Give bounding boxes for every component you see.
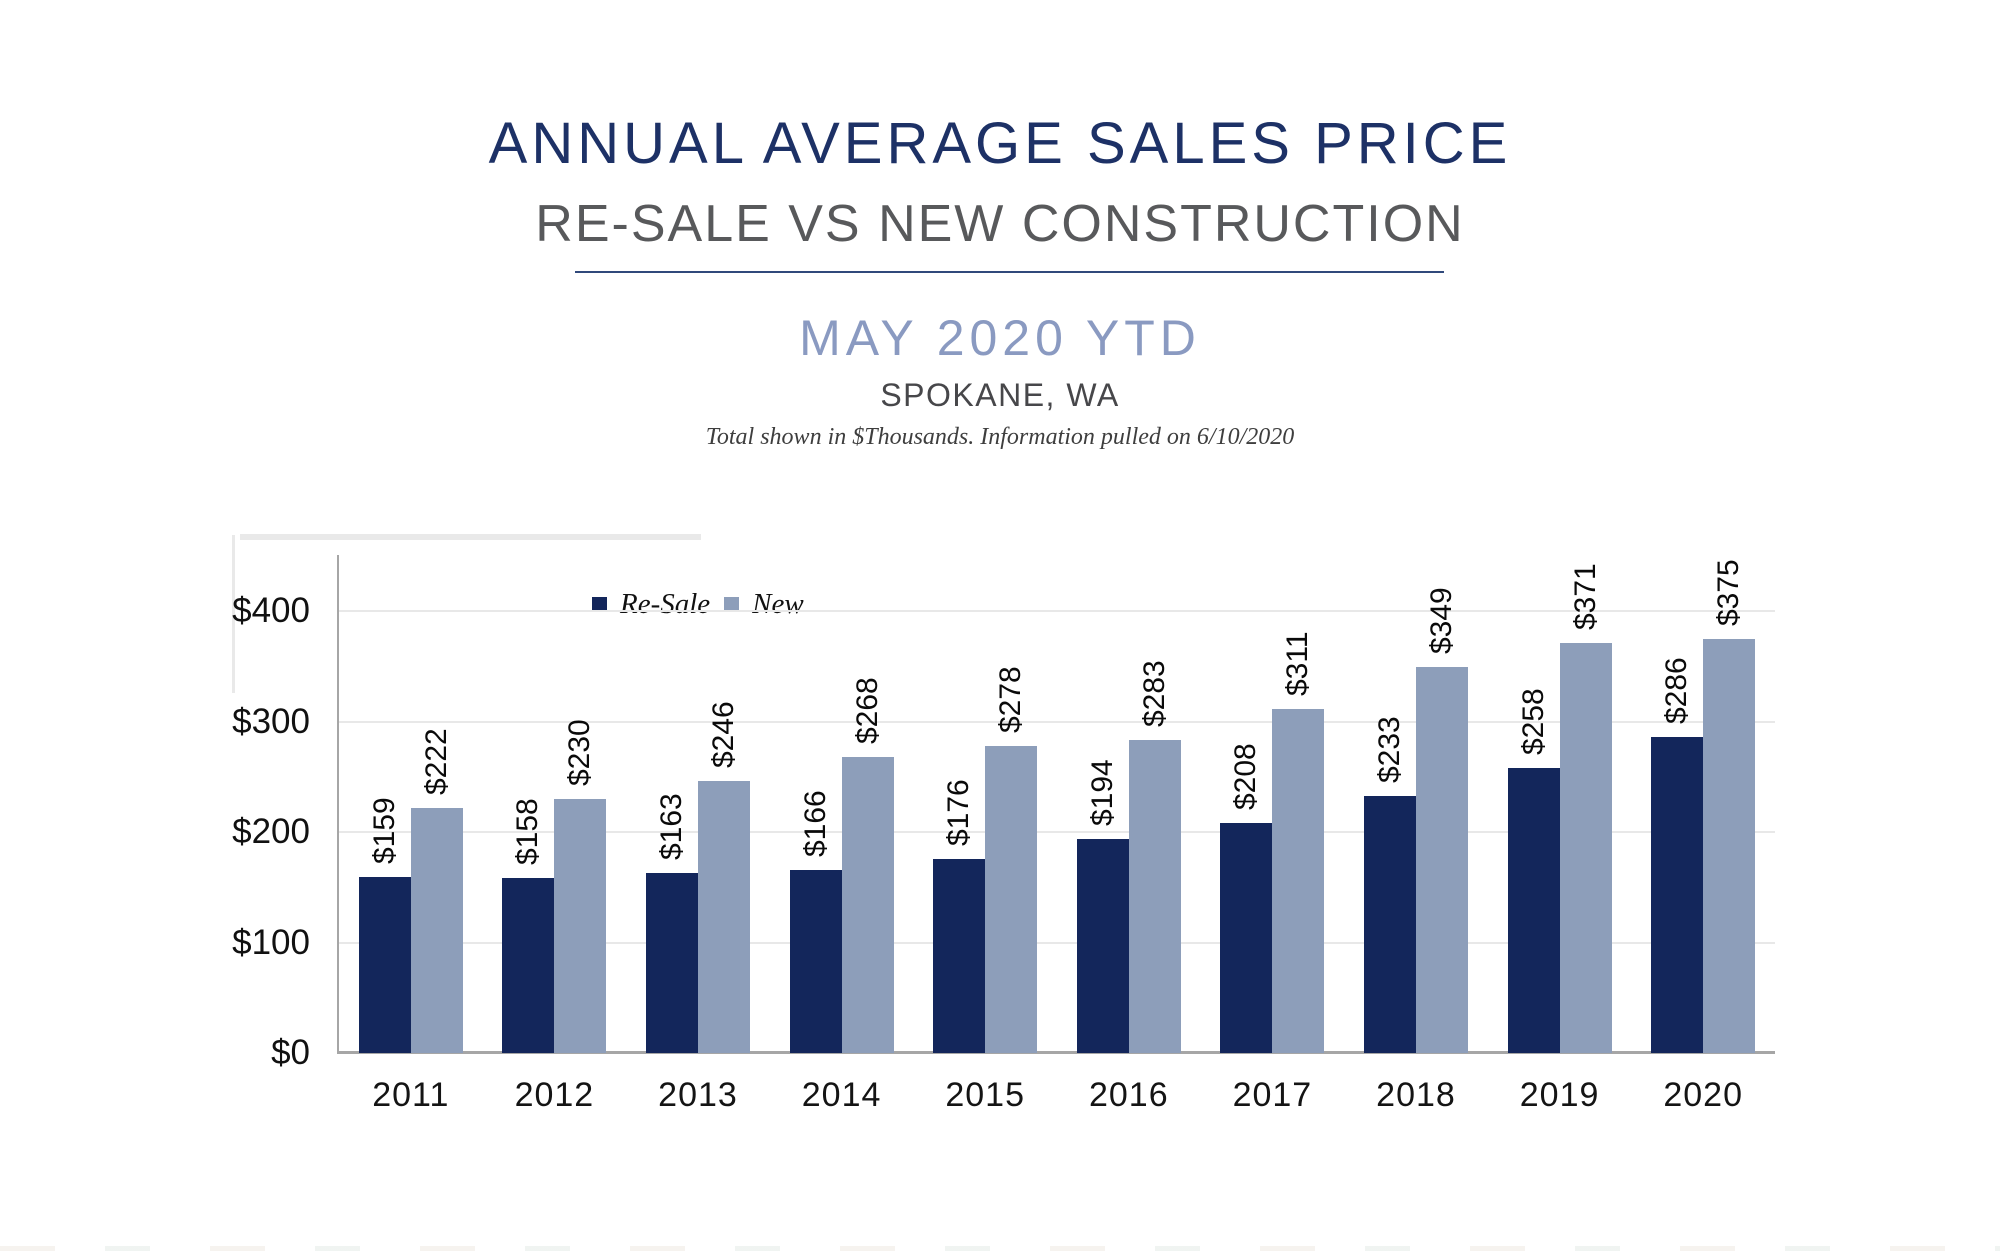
bar-new-2019 xyxy=(1559,643,1612,1053)
bar-label-resale-2011: $159 xyxy=(367,797,401,865)
x-axis-label-2012: 2012 xyxy=(514,1076,595,1114)
chart-legend: Re-Sale New xyxy=(592,588,804,621)
bar-new-2013 xyxy=(698,781,750,1053)
bar-label-new-2014: $268 xyxy=(850,677,884,744)
y-tick-label-200: $200 xyxy=(232,812,310,851)
bar-label-new-2012: $230 xyxy=(563,719,597,786)
page-subtitle: RE-SALE VS NEW CONSTRUCTION xyxy=(535,195,1465,253)
bar-new-2011 xyxy=(410,807,463,1053)
legend-item-new: New xyxy=(724,588,804,621)
bar-resale-2018 xyxy=(1364,795,1416,1053)
bar-new-2017 xyxy=(1272,709,1325,1053)
bar-label-resale-2014: $166 xyxy=(798,789,832,857)
bar-resale-2017 xyxy=(1220,823,1273,1053)
bar-label-new-2018: $349 xyxy=(1425,587,1458,655)
legend-swatch-resale xyxy=(592,597,607,612)
bar-resale-2012 xyxy=(502,878,555,1053)
bar-resale-2020 xyxy=(1651,736,1704,1053)
title-divider-line xyxy=(575,271,1444,273)
legend-item-resale: Re-Sale xyxy=(592,588,710,621)
bar-new-2012 xyxy=(554,798,607,1053)
x-axis-label-2020: 2020 xyxy=(1663,1076,1744,1114)
x-axis-label-2018: 2018 xyxy=(1376,1076,1456,1114)
gridline-300 xyxy=(339,720,1775,723)
x-axis-label-2019: 2019 xyxy=(1519,1076,1600,1114)
y-tick-label-300: $300 xyxy=(232,701,310,741)
bar-new-2014 xyxy=(841,756,894,1053)
bar-resale-2016 xyxy=(1076,838,1129,1053)
x-axis-label-2015: 2015 xyxy=(945,1076,1026,1114)
gridline-200 xyxy=(339,831,1775,833)
bar-new-2020 xyxy=(1703,638,1756,1053)
bar-label-new-2015: $278 xyxy=(994,666,1028,733)
bar-label-new-2011: $222 xyxy=(419,727,453,795)
bar-label-resale-2017: $208 xyxy=(1229,743,1263,811)
x-axis-label-2014: 2014 xyxy=(801,1076,882,1114)
gridline-100 xyxy=(339,941,1775,944)
x-axis-baseline xyxy=(337,1051,1775,1054)
background-artifact-vertical xyxy=(232,535,235,693)
legend-label-new: New xyxy=(752,588,804,620)
x-axis-label-2011: 2011 xyxy=(372,1076,450,1114)
cropped-content-strip xyxy=(0,1246,2000,1251)
bar-label-resale-2015: $176 xyxy=(942,778,976,846)
bar-resale-2015 xyxy=(933,858,986,1053)
bar-new-2015 xyxy=(985,745,1038,1053)
bar-new-2016 xyxy=(1128,740,1181,1053)
bar-label-resale-2018: $233 xyxy=(1373,715,1406,783)
gridline-400 xyxy=(339,610,1775,612)
bar-label-new-2020: $375 xyxy=(1712,558,1746,626)
bar-label-resale-2013: $163 xyxy=(655,793,688,860)
bar-label-resale-2012: $158 xyxy=(511,798,545,866)
bar-label-resale-2020: $286 xyxy=(1660,657,1694,724)
bar-label-new-2016: $283 xyxy=(1137,660,1171,728)
y-tick-label-400: $400 xyxy=(232,591,310,630)
x-axis-label-2016: 2016 xyxy=(1088,1076,1169,1114)
bar-new-2018 xyxy=(1416,667,1468,1053)
bar-resale-2019 xyxy=(1507,767,1560,1053)
y-tick-label-100: $100 xyxy=(232,922,310,962)
bar-label-new-2019: $371 xyxy=(1568,563,1602,631)
x-axis-label-2013: 2013 xyxy=(658,1076,738,1114)
y-tick-label-0: $0 xyxy=(271,1033,310,1072)
bar-resale-2011 xyxy=(358,877,411,1053)
bar-resale-2013 xyxy=(646,872,698,1053)
y-axis-line xyxy=(337,555,339,1053)
page-title: ANNUAL AVERAGE SALES PRICE xyxy=(488,111,1512,176)
bar-label-new-2017: $311 xyxy=(1281,631,1315,697)
bar-label-resale-2019: $258 xyxy=(1516,688,1550,755)
legend-swatch-new xyxy=(724,597,740,612)
x-axis-label-2017: 2017 xyxy=(1232,1076,1313,1114)
bar-label-new-2013: $246 xyxy=(707,701,740,769)
background-artifact-horizontal xyxy=(240,534,701,540)
legend-label-resale: Re-Sale xyxy=(620,588,711,620)
location-heading: SPOKANE, WA xyxy=(880,377,1120,413)
bar-resale-2014 xyxy=(789,869,842,1053)
footnote-text: Total shown in $Thousands. Information p… xyxy=(705,424,1295,450)
period-heading: MAY 2020 YTD xyxy=(799,310,1201,366)
bar-label-resale-2016: $194 xyxy=(1085,758,1119,826)
